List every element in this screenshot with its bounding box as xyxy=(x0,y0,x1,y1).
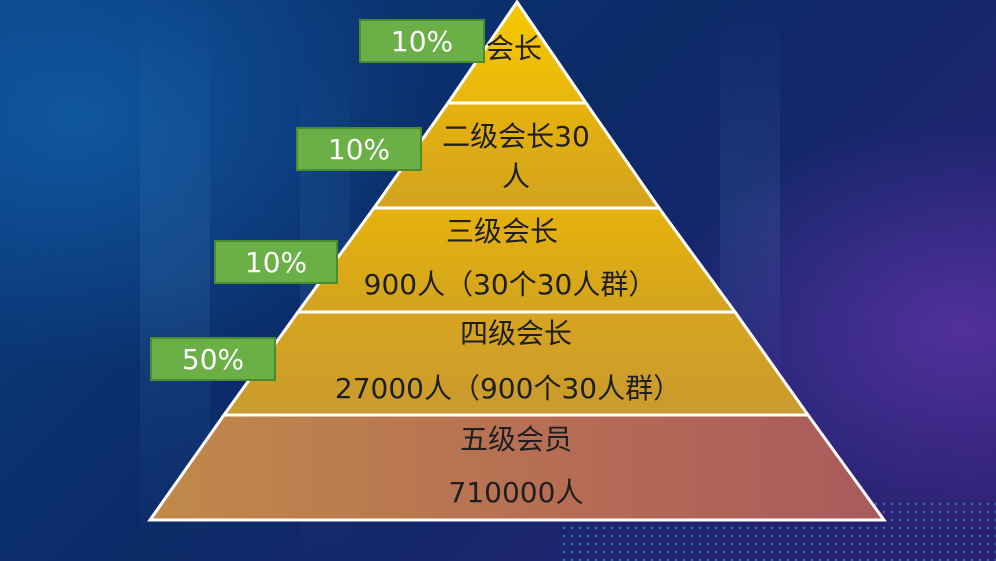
tier-5-band xyxy=(147,413,887,522)
percentage-badge-tier-1: 10% xyxy=(359,19,485,63)
tier-3-label-title: 三级会长 xyxy=(446,215,558,248)
tier-5-label-title: 五级会员 xyxy=(460,423,572,456)
tier-3-label-count: 900人（30个30人群） xyxy=(364,268,657,301)
tier-2-label-line2: 人 xyxy=(502,160,530,193)
tier-1-label: 会长 xyxy=(486,32,542,65)
tier-4-label-title: 四级会长 xyxy=(460,317,572,350)
tier-5-label-count: 710000人 xyxy=(449,476,584,509)
percentage-badge-tier-2: 10% xyxy=(296,127,422,171)
percentage-badge-tier-3: 10% xyxy=(214,240,338,284)
tier-2-label-line1: 二级会长30 xyxy=(442,120,590,153)
percentage-badge-tier-4: 50% xyxy=(150,337,276,381)
tier-4-label-count: 27000人（900个30人群） xyxy=(335,372,681,405)
